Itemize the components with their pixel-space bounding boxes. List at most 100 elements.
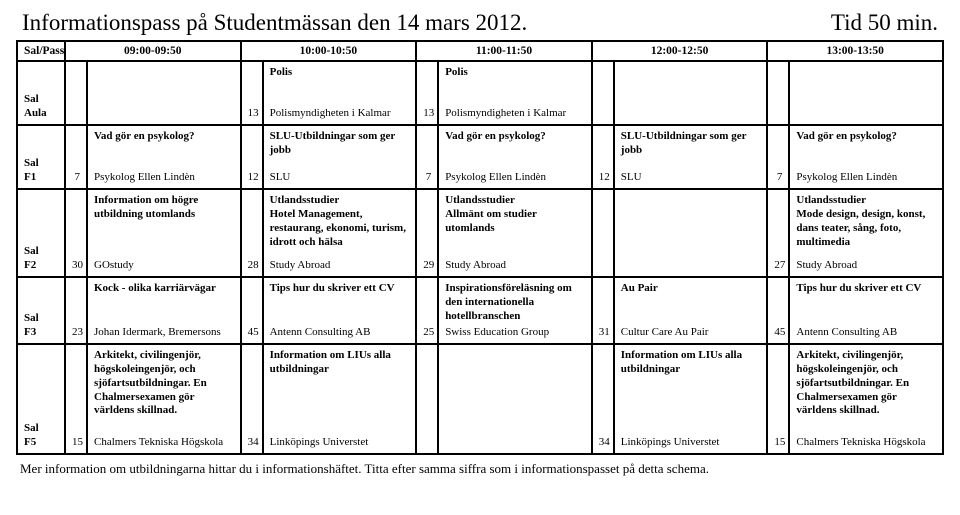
cell-org: Swiss Education Group	[445, 326, 585, 340]
cell-content: Information om högre utbildning utomland…	[87, 189, 241, 277]
cell-num: 45	[767, 277, 789, 344]
room-name: F2	[24, 259, 36, 271]
cell-topic: Tips hur du skriver ett CV	[796, 282, 936, 296]
cell-topic: Tips hur du skriver ett CV	[270, 282, 410, 296]
col-time-4: 13:00-13:50	[767, 41, 943, 61]
cell-content: Vad gör en psykolog?Psykolog Ellen Lindè…	[789, 125, 943, 189]
cell-content: UtlandsstudierAllmänt om studier utomlan…	[438, 189, 592, 277]
cell-topic: Arkitekt, civilingenjör, högskoleingenjö…	[94, 349, 234, 418]
cell-content: UtlandsstudierMode design, design, konst…	[789, 189, 943, 277]
room-cell: Sal F5	[17, 344, 65, 454]
footer-text: Mer information om utbildningarna hittar…	[16, 455, 944, 477]
room-label: Sal	[24, 312, 39, 324]
cell-content: Polis Polismyndigheten i Kalmar	[438, 61, 592, 125]
cell-num: 31	[592, 277, 614, 344]
num-value: 23	[72, 326, 80, 340]
cell-content: Tips hur du skriver ett CV Antenn Consult…	[789, 277, 943, 344]
cell-num: 30	[65, 189, 87, 277]
num-value: 15	[72, 436, 80, 450]
cell-num	[416, 344, 438, 454]
num-value: 29	[423, 259, 431, 273]
col-time-3: 12:00-12:50	[592, 41, 768, 61]
cell-org: Study Abroad	[270, 259, 410, 273]
room-cell: Sal F1	[17, 125, 65, 189]
cell-org: Psykolog Ellen Lindèn	[94, 171, 234, 185]
cell-content: Arkitekt, civilingenjör, högskoleingenjö…	[789, 344, 943, 454]
room-label: Sal	[24, 245, 39, 257]
cell-num	[592, 61, 614, 125]
cell-content: Arkitekt, civilingenjör, högskoleingenjö…	[87, 344, 241, 454]
cell-org: Study Abroad	[445, 259, 585, 273]
num-value: 45	[248, 326, 256, 340]
cell-org: Linköpings Universtet	[270, 436, 410, 450]
cell-num	[767, 61, 789, 125]
cell-num: 15	[65, 344, 87, 454]
cell-content: Inspirationsföreläsning om den internati…	[438, 277, 592, 344]
num-value: 28	[248, 259, 256, 273]
table-row: Sal F1 7 Vad gör en psykolog? Psykolog El…	[17, 125, 943, 189]
room-cell: Sal F3	[17, 277, 65, 344]
room-name: F1	[24, 171, 36, 183]
cell-topic: UtlandsstudierAllmänt om studier utomlan…	[445, 194, 585, 235]
num-value: 12	[599, 171, 607, 185]
cell-org: GOstudy	[94, 259, 234, 273]
cell-org: Johan Idermark, Bremersons	[94, 326, 234, 340]
cell-topic: Polis	[445, 66, 585, 80]
cell-topic: UtlandsstudierMode design, design, konst…	[796, 194, 936, 249]
cell-org: Chalmers Tekniska Högskola	[94, 436, 234, 450]
cell-org: Psykolog Ellen Lindèn	[445, 171, 585, 185]
cell-num	[65, 61, 87, 125]
cell-content: SLU-Utbildningar som ger jobb SLU	[263, 125, 417, 189]
cell-topic: Kock - olika karriärvägar	[94, 282, 234, 296]
cell-org: Polismyndigheten i Kalmar	[445, 107, 585, 121]
cell-num: 13	[416, 61, 438, 125]
cell-topic: Inspirationsföreläsning om den internati…	[445, 282, 585, 323]
table-row: Sal F3 23 Kock - olika karriärvägar Johan…	[17, 277, 943, 344]
cell-num: 15	[767, 344, 789, 454]
cell-num: 7	[65, 125, 87, 189]
num-value: 15	[774, 436, 782, 450]
cell-topic: SLU-Utbildningar som ger jobb	[270, 130, 410, 158]
cell-org: Linköpings Universtet	[621, 436, 761, 450]
cell-num: 29	[416, 189, 438, 277]
cell-org: Antenn Consulting AB	[270, 326, 410, 340]
cell-num: 7	[416, 125, 438, 189]
room-name: F5	[24, 436, 36, 448]
cell-content	[87, 61, 241, 125]
cell-content: Vad gör en psykolog?Psykolog Ellen Lindè…	[438, 125, 592, 189]
cell-org: Cultur Care Au Pair	[621, 326, 761, 340]
room-label: Sal	[24, 157, 39, 169]
cell-content: Vad gör en psykolog? Psykolog Ellen Lindè…	[87, 125, 241, 189]
cell-topic: Polis	[270, 66, 410, 80]
cell-num: 45	[241, 277, 263, 344]
cell-num: 12	[592, 125, 614, 189]
num-value: 13	[248, 107, 256, 121]
room-label: Sal	[24, 422, 39, 434]
header-row: Sal/Pass 09:00-09:50 10:00-10:50 11:00-1…	[17, 41, 943, 61]
page-duration: Tid 50 min.	[831, 10, 938, 36]
cell-num	[592, 189, 614, 277]
num-value: 13	[423, 107, 431, 121]
num-value: 12	[248, 171, 256, 185]
room-cell: Sal Aula	[17, 61, 65, 125]
table-row: Sal F2 30 Information om högre utbildnin…	[17, 189, 943, 277]
cell-content: Tips hur du skriver ett CV Antenn Consult…	[263, 277, 417, 344]
table-row: Sal F5 15 Arkitekt, civilingenjör, högsk…	[17, 344, 943, 454]
cell-org: SLU	[270, 171, 410, 185]
cell-topic: SLU-Utbildningar som ger jobb	[621, 130, 761, 158]
cell-content: Kock - olika karriärvägar Johan Idermark,…	[87, 277, 241, 344]
cell-org: Antenn Consulting AB	[796, 326, 936, 340]
cell-org: Psykolog Ellen Lindèn	[796, 171, 936, 185]
cell-content: PolisPolismyndigheten i Kalmar	[263, 61, 417, 125]
room-name: Aula	[24, 107, 47, 119]
cell-topic: Vad gör en psykolog?	[94, 130, 234, 144]
cell-num: 28	[241, 189, 263, 277]
cell-content: UtlandsstudierHotel Management, restaura…	[263, 189, 417, 277]
num-value: 7	[774, 171, 782, 185]
num-value: 7	[423, 171, 431, 185]
cell-org: Study Abroad	[796, 259, 936, 273]
cell-topic: UtlandsstudierHotel Management, restaura…	[270, 194, 410, 249]
cell-org: SLU	[621, 171, 761, 185]
cell-topic: Information om LIUs alla utbildningar	[270, 349, 410, 377]
num-value: 31	[599, 326, 607, 340]
